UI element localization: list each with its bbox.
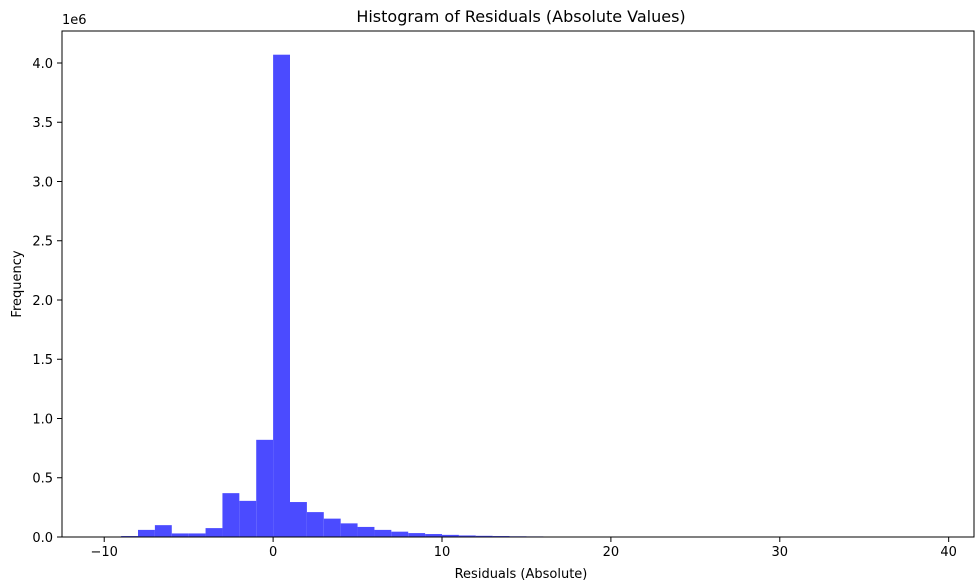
x-tick-label: −10 — [91, 545, 118, 560]
histogram-bar — [273, 54, 290, 537]
y-tick-label: 3.0 — [32, 175, 53, 190]
plot-frame — [61, 30, 975, 538]
x-axis-ticks: −10 0 10 20 30 40 — [91, 537, 957, 560]
x-tick-label: 0 — [269, 545, 277, 560]
y-tick-label: 2.5 — [32, 235, 53, 250]
histogram-bar — [357, 526, 375, 537]
x-tick-label: 10 — [434, 545, 451, 560]
histogram-bar — [256, 439, 274, 537]
x-tick-label: 20 — [603, 545, 620, 560]
y-tick-label: 0.0 — [32, 531, 53, 546]
histogram-bar — [458, 535, 476, 537]
y-tick-label: 4.0 — [32, 57, 53, 72]
histogram-bar — [138, 529, 155, 537]
histogram-bar — [340, 523, 358, 537]
histogram-bar — [391, 531, 409, 537]
y-tick-label: 2.0 — [32, 294, 53, 309]
histogram-bar — [306, 512, 324, 537]
histogram-bar — [205, 528, 223, 537]
histogram-bar — [188, 533, 206, 537]
y-tick-label: 1.5 — [32, 353, 53, 368]
bars-group — [104, 54, 611, 537]
histogram-bar — [323, 518, 341, 537]
chart-title: Histogram of Residuals (Absolute Values) — [356, 7, 685, 26]
histogram-bar — [408, 533, 426, 537]
y-offset-label: 1e6 — [62, 13, 87, 28]
x-axis-label: Residuals (Absolute) — [455, 567, 588, 582]
y-axis-label: Frequency — [10, 250, 25, 317]
x-tick-label: 40 — [940, 545, 957, 560]
histogram-bar — [475, 535, 493, 537]
histogram-bar — [239, 500, 257, 537]
y-tick-label: 1.0 — [32, 412, 53, 427]
histogram-bar — [171, 533, 189, 537]
histogram-bar — [154, 525, 172, 537]
histogram-bar — [374, 529, 392, 537]
y-axis-ticks: 0.0 0.5 1.0 1.5 2.0 2.5 3.0 3.5 4.0 — [32, 57, 62, 546]
histogram-bar — [425, 534, 442, 537]
histogram-bar — [222, 493, 240, 537]
x-tick-label: 30 — [772, 545, 789, 560]
y-tick-label: 3.5 — [32, 116, 53, 131]
histogram-bar — [290, 502, 307, 537]
histogram-bar — [442, 534, 459, 537]
y-tick-label: 0.5 — [32, 472, 53, 487]
